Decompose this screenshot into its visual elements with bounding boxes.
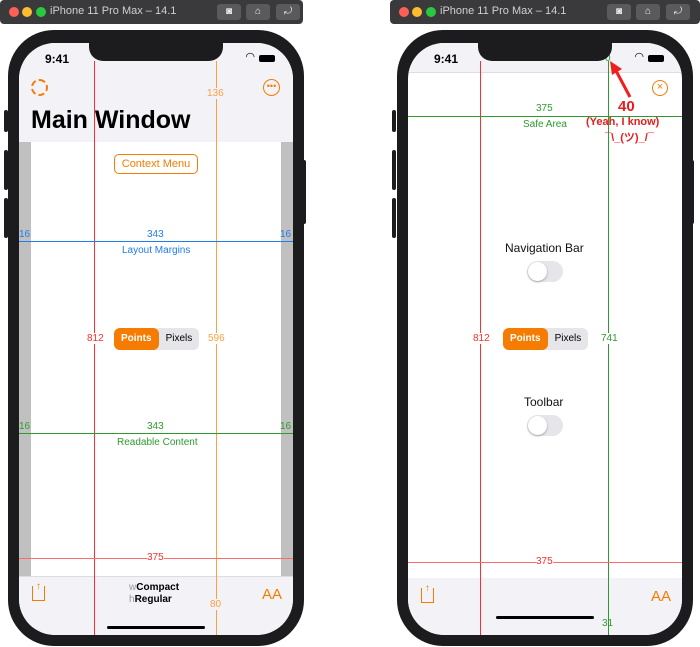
- safe-area-width: 375: [536, 103, 553, 114]
- share-icon[interactable]: ↑: [32, 582, 45, 601]
- height-class: Regular: [134, 594, 172, 605]
- close-icon[interactable]: ×: [652, 80, 668, 96]
- wifi-icon: ◠: [245, 51, 255, 63]
- height-line: [480, 61, 481, 635]
- toolbar-height-label: 80: [210, 599, 222, 610]
- iphone-left: 9:41 ◠ ••• Main Window Context Menu 136 …: [8, 30, 304, 646]
- margin-right: [281, 142, 293, 576]
- width-label: 375: [536, 556, 553, 567]
- segment-pixels[interactable]: Pixels: [165, 333, 193, 344]
- width-label: 375: [147, 552, 164, 563]
- toolbar-label: Toolbar: [524, 395, 564, 409]
- readable-label: Readable Content: [117, 437, 198, 448]
- home-button[interactable]: ⌂: [636, 4, 660, 20]
- rotate-button[interactable]: ⤾: [666, 4, 690, 20]
- h-prefix: h: [129, 594, 135, 605]
- settings-gear-icon[interactable]: [31, 79, 48, 96]
- zoom-button[interactable]: [426, 7, 436, 17]
- window-title: iPhone 11 Pro Max – 14.1: [440, 5, 567, 17]
- layout-margin-left: 16: [19, 229, 31, 240]
- units-segmented-control[interactable]: Points Pixels: [114, 328, 200, 350]
- segment-points[interactable]: Points: [114, 328, 159, 350]
- safe-area-label: Safe Area: [523, 119, 567, 130]
- readable-width: 343: [147, 421, 164, 432]
- safe-height-line: [216, 61, 217, 635]
- annotation-note: (Yeah, I know): [586, 116, 660, 128]
- status-time: 9:41: [434, 52, 459, 66]
- home-indicator[interactable]: [107, 626, 205, 629]
- minimize-button[interactable]: [412, 7, 422, 17]
- layout-margins-width: 343: [147, 229, 164, 240]
- annotation-value: 40: [618, 98, 635, 115]
- screenshot-button[interactable]: ◙: [607, 4, 631, 20]
- width-class: Compact: [136, 582, 180, 593]
- readable-right: 16: [280, 421, 292, 432]
- toolbar: [408, 578, 682, 635]
- toolbar-toggle[interactable]: [527, 415, 563, 436]
- simulator-titlebar-left: iPhone 11 Pro Max – 14.1 ◙ ⌂ ⤾: [0, 0, 303, 24]
- iphone-right: 9:41 ◠ × 0 375 Safe Area 40 (Yeah, I kno…: [397, 30, 693, 646]
- text-size-button[interactable]: AA: [651, 588, 672, 605]
- battery-icon: [648, 55, 664, 62]
- segment-points[interactable]: Points: [503, 328, 548, 350]
- height-label: 812: [87, 333, 104, 344]
- navigation-bar-toggle[interactable]: [527, 261, 563, 282]
- home-indicator[interactable]: [496, 616, 594, 619]
- safe-height-line: [608, 61, 609, 635]
- context-menu-button[interactable]: Context Menu: [114, 154, 198, 174]
- text-size-button[interactable]: AA: [262, 586, 283, 603]
- zoom-button[interactable]: [36, 7, 46, 17]
- navigation-bar-label: Navigation Bar: [505, 241, 584, 255]
- screenshot-button[interactable]: ◙: [217, 4, 241, 20]
- toolbar: [19, 576, 293, 635]
- annotation-arrow-icon: [610, 61, 632, 98]
- w-prefix: w: [129, 582, 137, 593]
- status-time: 9:41: [45, 52, 70, 66]
- screen: 9:41 ◠ ••• Main Window Context Menu 136 …: [19, 43, 293, 635]
- wifi-icon: ◠: [634, 51, 644, 63]
- safe-height-label: 596: [208, 333, 225, 344]
- nav-height-label: 136: [207, 88, 224, 99]
- size-class: wCompact hRegular: [129, 582, 179, 606]
- readable-left: 16: [19, 421, 31, 432]
- minimize-button[interactable]: [22, 7, 32, 17]
- share-icon[interactable]: ↑: [421, 584, 434, 603]
- height-label: 812: [473, 333, 490, 344]
- window-title: iPhone 11 Pro Max – 14.1: [50, 5, 177, 17]
- segment-pixels[interactable]: Pixels: [554, 333, 582, 344]
- page-title: Main Window: [31, 106, 191, 134]
- home-button[interactable]: ⌂: [246, 4, 270, 20]
- close-button[interactable]: [399, 7, 409, 17]
- margin-left: [19, 142, 31, 576]
- bottom-inset-label: 31: [602, 618, 614, 629]
- top-inset-label: 0: [605, 53, 611, 64]
- rotate-button[interactable]: ⤾: [276, 4, 300, 20]
- safe-height-label: 741: [601, 333, 618, 344]
- battery-icon: [259, 55, 275, 62]
- annotation-shrug: ¯\_(ツ)_/¯: [605, 132, 654, 144]
- units-segmented-control[interactable]: Points Pixels: [503, 328, 589, 350]
- screen: 9:41 ◠ × 0 375 Safe Area 40 (Yeah, I kno…: [408, 43, 682, 635]
- simulator-titlebar-right: iPhone 11 Pro Max – 14.1 ◙ ⌂ ⤾: [390, 0, 700, 24]
- close-button[interactable]: [9, 7, 19, 17]
- more-options-icon[interactable]: •••: [263, 79, 280, 96]
- layout-margins-label: Layout Margins: [122, 245, 191, 256]
- height-line: [94, 61, 95, 635]
- layout-margin-right: 16: [280, 229, 292, 240]
